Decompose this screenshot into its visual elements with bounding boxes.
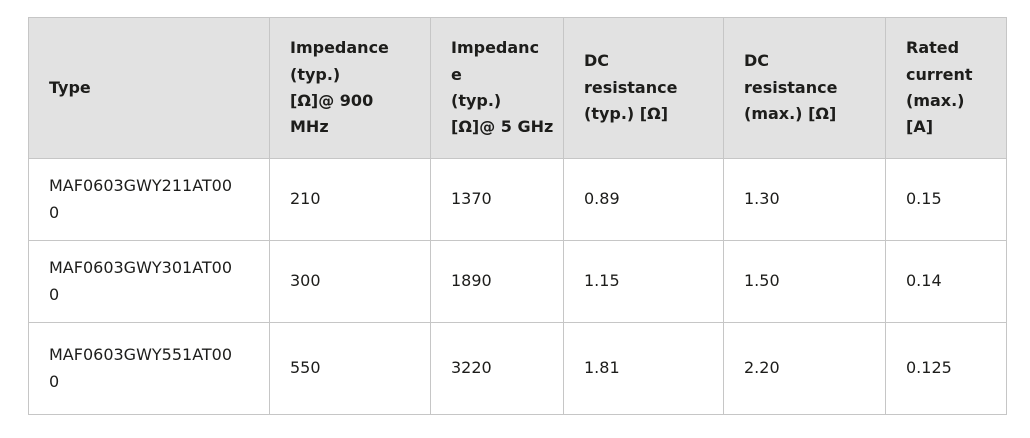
- cell-dc-resistance-typ: 1.15: [563, 240, 724, 323]
- table-row: MAF0603GWY551AT000 550 3220 1.81 2.20 0.…: [28, 322, 1007, 415]
- cell-impedance-5ghz: 1890: [430, 240, 564, 323]
- col-header-impedance-5ghz: Impedanc e (typ.) [Ω]@ 5 GHz: [430, 17, 564, 159]
- header-row: Type Impedance (typ.) [Ω]@ 900 MHz Imped…: [28, 17, 1007, 159]
- cell-impedance-900mhz: 550: [269, 322, 431, 415]
- cell-dc-resistance-max: 2.20: [723, 322, 886, 415]
- cell-dc-resistance-max: 1.50: [723, 240, 886, 323]
- cell-rated-current: 0.14: [885, 240, 1007, 323]
- table-row: MAF0603GWY211AT000 210 1370 0.89 1.30 0.…: [28, 158, 1007, 241]
- cell-dc-resistance-max: 1.30: [723, 158, 886, 241]
- cell-impedance-900mhz: 210: [269, 158, 431, 241]
- cell-type: MAF0603GWY551AT000: [28, 322, 270, 415]
- cell-dc-resistance-typ: 0.89: [563, 158, 724, 241]
- cell-type: MAF0603GWY211AT000: [28, 158, 270, 241]
- cell-type: MAF0603GWY301AT000: [28, 240, 270, 323]
- col-header-type: Type: [28, 17, 270, 159]
- cell-impedance-900mhz: 300: [269, 240, 431, 323]
- table-body: MAF0603GWY211AT000 210 1370 0.89 1.30 0.…: [28, 158, 1007, 415]
- col-header-dc-resistance-typ: DC resistance (typ.) [Ω]: [563, 17, 724, 159]
- page: Type Impedance (typ.) [Ω]@ 900 MHz Imped…: [28, 17, 1007, 415]
- col-header-impedance-900mhz: Impedance (typ.) [Ω]@ 900 MHz: [269, 17, 431, 159]
- product-spec-table: Type Impedance (typ.) [Ω]@ 900 MHz Imped…: [28, 17, 1007, 415]
- cell-impedance-5ghz: 3220: [430, 322, 564, 415]
- cell-dc-resistance-typ: 1.81: [563, 322, 724, 415]
- table-header: Type Impedance (typ.) [Ω]@ 900 MHz Imped…: [28, 17, 1007, 159]
- col-header-rated-current: Rated current (max.) [A]: [885, 17, 1007, 159]
- table-row: MAF0603GWY301AT000 300 1890 1.15 1.50 0.…: [28, 240, 1007, 323]
- cell-impedance-5ghz: 1370: [430, 158, 564, 241]
- cell-rated-current: 0.15: [885, 158, 1007, 241]
- col-header-dc-resistance-max: DC resistance (max.) [Ω]: [723, 17, 886, 159]
- cell-rated-current: 0.125: [885, 322, 1007, 415]
